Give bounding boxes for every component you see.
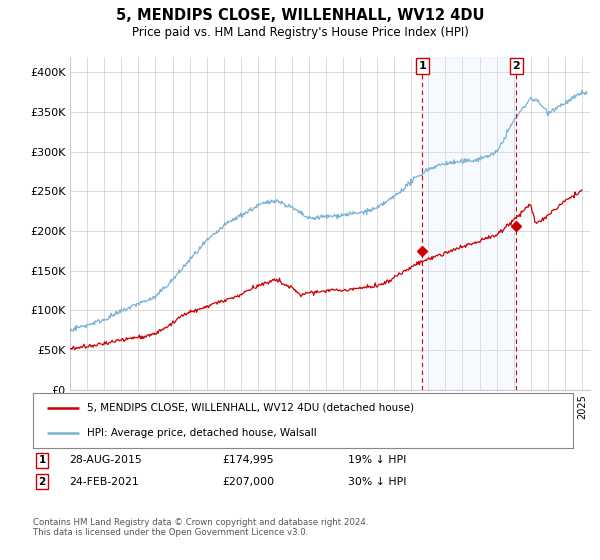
Text: 2: 2	[38, 477, 46, 487]
Text: 5, MENDIPS CLOSE, WILLENHALL, WV12 4DU (detached house): 5, MENDIPS CLOSE, WILLENHALL, WV12 4DU (…	[87, 403, 414, 413]
Text: 28-AUG-2015: 28-AUG-2015	[69, 455, 142, 465]
Text: 19% ↓ HPI: 19% ↓ HPI	[348, 455, 406, 465]
Text: 5, MENDIPS CLOSE, WILLENHALL, WV12 4DU: 5, MENDIPS CLOSE, WILLENHALL, WV12 4DU	[116, 8, 484, 24]
Text: 2: 2	[512, 61, 520, 71]
Bar	[422, 57, 516, 390]
Text: £174,995: £174,995	[222, 455, 274, 465]
Text: 30% ↓ HPI: 30% ↓ HPI	[348, 477, 407, 487]
Text: Contains HM Land Registry data © Crown copyright and database right 2024.
This d: Contains HM Land Registry data © Crown c…	[33, 518, 368, 538]
Text: Price paid vs. HM Land Registry's House Price Index (HPI): Price paid vs. HM Land Registry's House …	[131, 26, 469, 39]
Text: 24-FEB-2021: 24-FEB-2021	[69, 477, 139, 487]
Text: HPI: Average price, detached house, Walsall: HPI: Average price, detached house, Wals…	[87, 428, 317, 438]
Text: £207,000: £207,000	[222, 477, 274, 487]
Text: 1: 1	[419, 61, 426, 71]
Text: 1: 1	[38, 455, 46, 465]
